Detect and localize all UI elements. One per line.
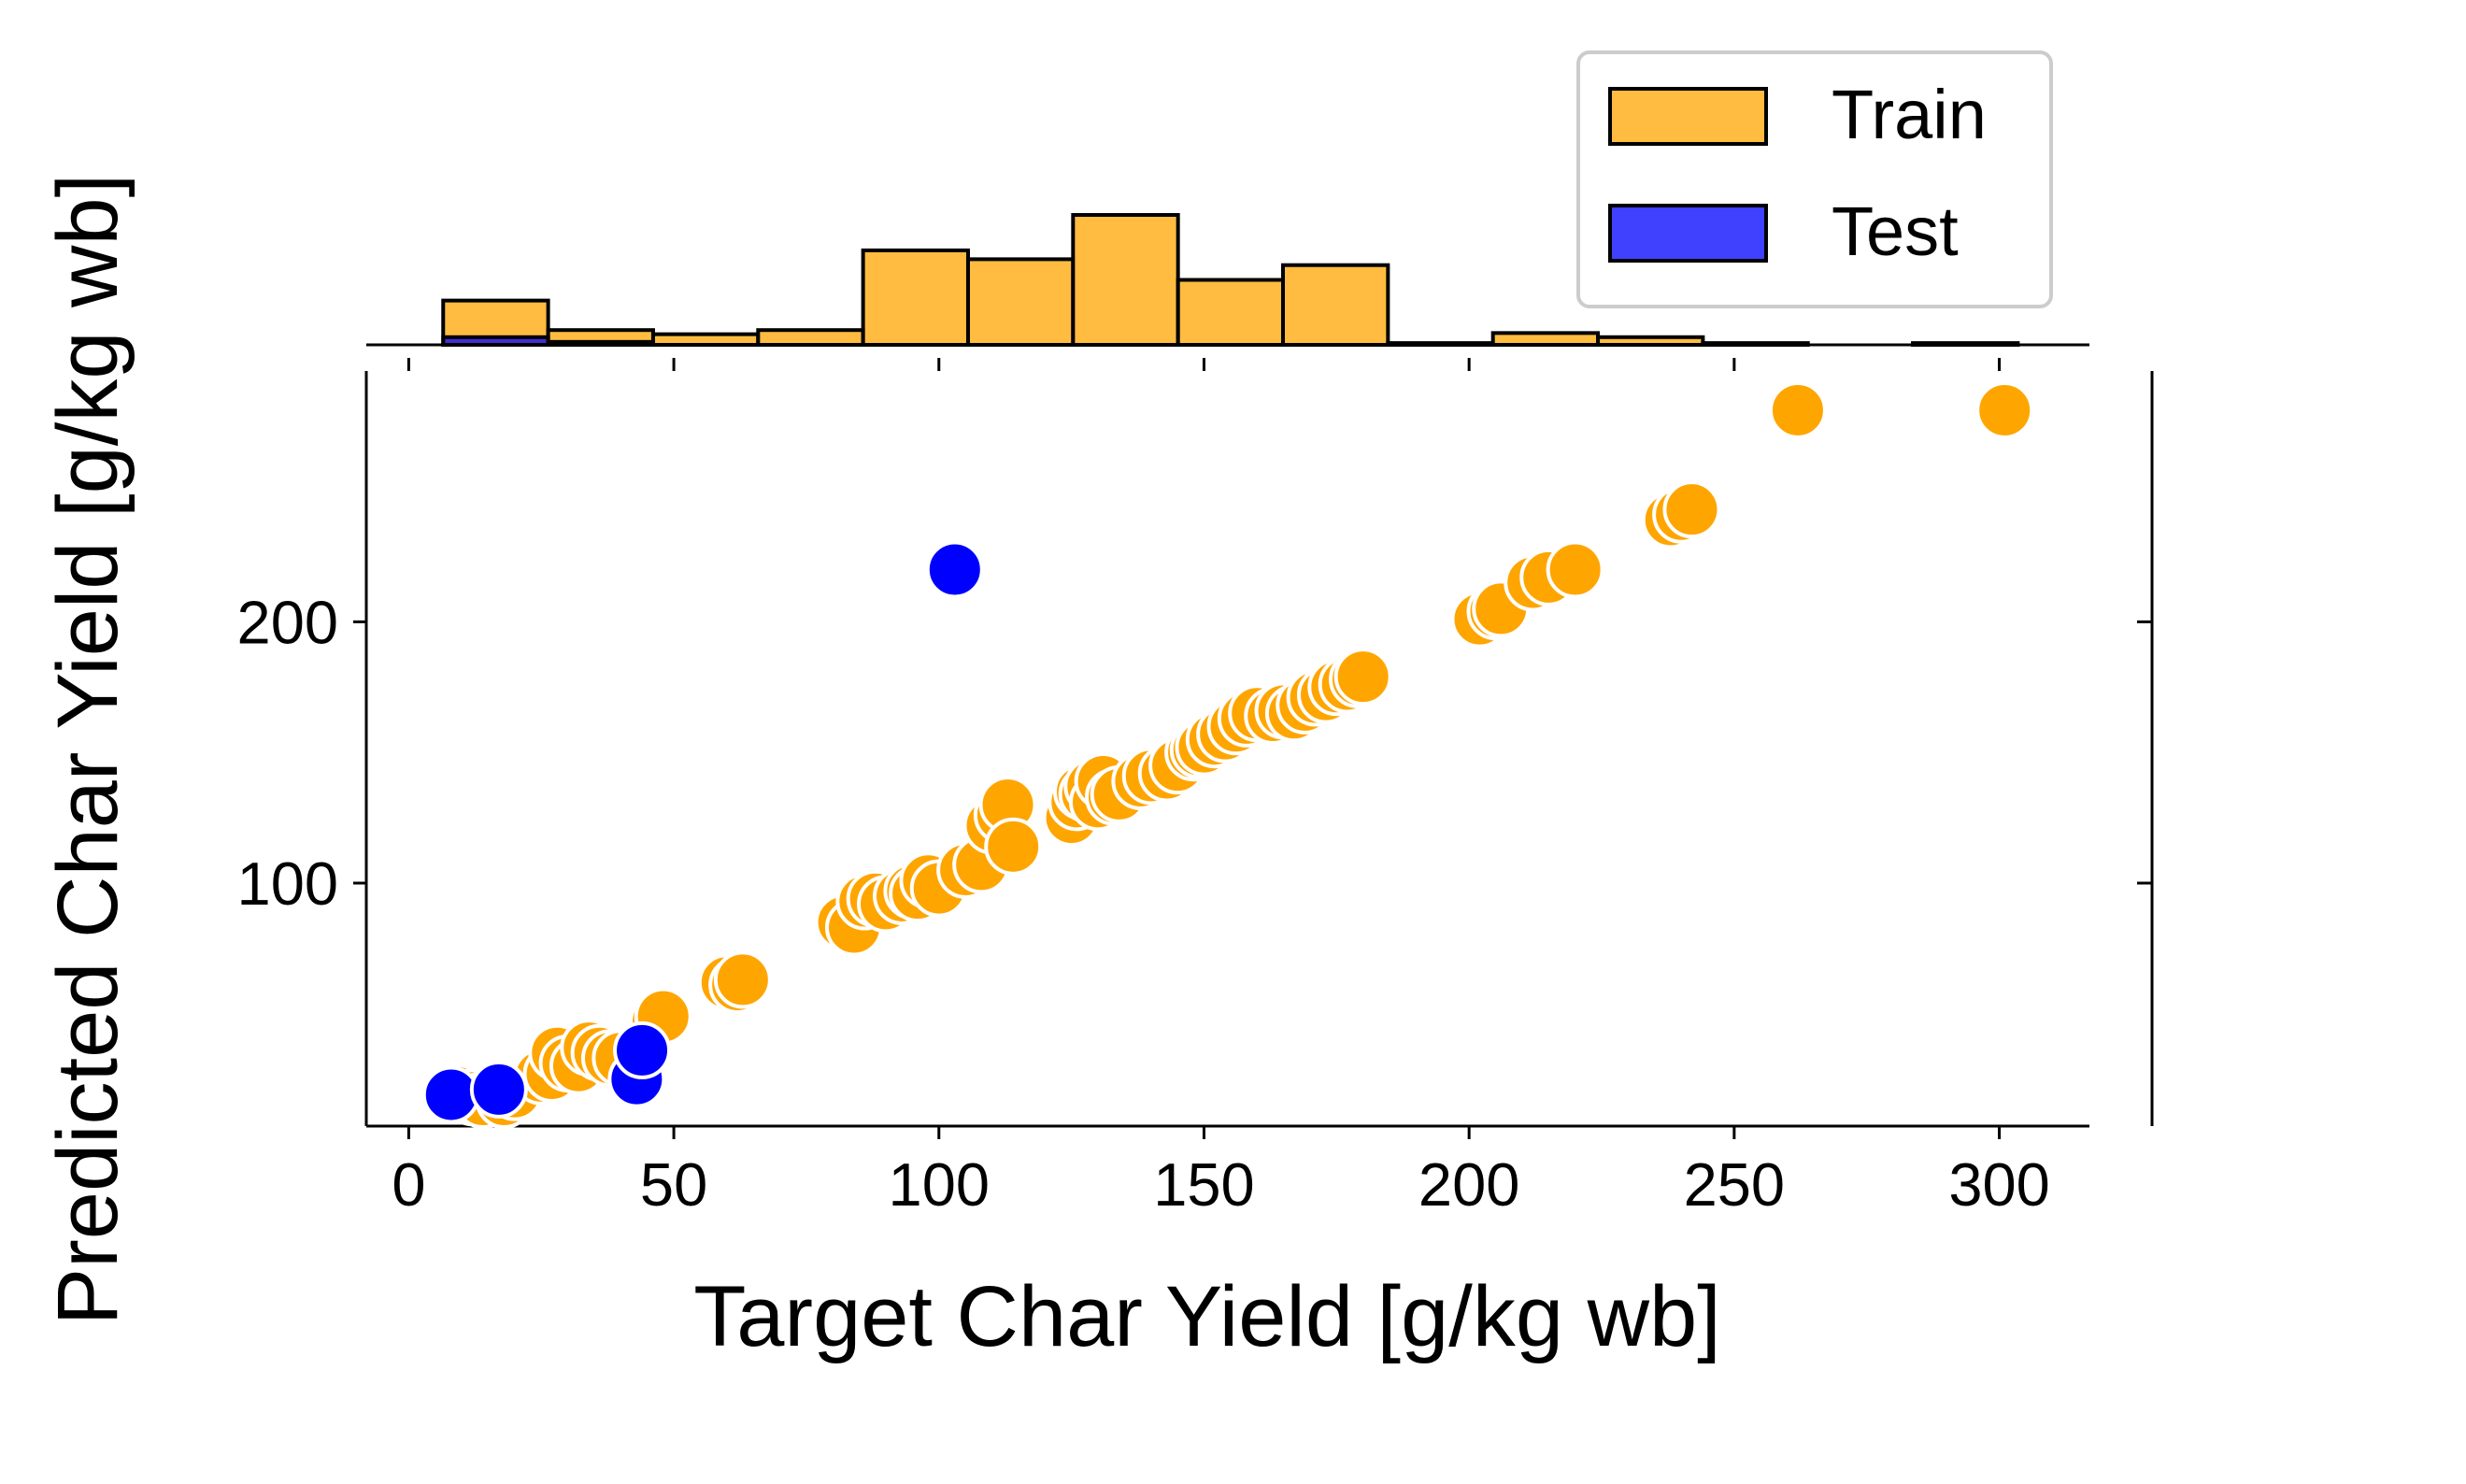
- train-point-71: [1546, 540, 1604, 599]
- legend-test-swatch: [1608, 204, 1768, 263]
- train-histogram-bar-5: [965, 257, 1076, 347]
- test-point-0: [421, 1065, 480, 1124]
- x-tick-label-3: 150: [1153, 1150, 1254, 1219]
- x-tick-label-6: 300: [1948, 1150, 2049, 1219]
- x-tick-label-0: 0: [392, 1150, 425, 1219]
- x-tick-label-5: 250: [1684, 1150, 1785, 1219]
- legend-test-label: Test: [1832, 193, 1959, 270]
- y-axis-label: Predicted Char Yield [g/kg wb]: [40, 174, 135, 1325]
- train-point-76: [1975, 380, 2034, 439]
- x-tick-label-2: 100: [889, 1150, 990, 1219]
- test-point-4: [925, 540, 984, 599]
- legend-train-swatch: [1608, 87, 1768, 146]
- x-tick-label-1: 50: [640, 1150, 707, 1219]
- scatter-axes: [364, 371, 2154, 1128]
- train-point-75: [1768, 380, 1827, 439]
- train-point-74: [1662, 480, 1721, 539]
- train-histogram-bar-2: [650, 332, 761, 347]
- scatter-points: [421, 380, 2034, 1130]
- test-point-1: [469, 1060, 528, 1119]
- y-ticks: 100 200: [237, 588, 2152, 918]
- train-histogram-bar-4: [861, 248, 970, 347]
- x-axis-label: Target Char Yield [g/kg wb]: [693, 1269, 1720, 1364]
- train-point-18: [713, 950, 772, 1009]
- y-tick-label-1: 200: [237, 588, 338, 656]
- test-point-3: [613, 1020, 672, 1079]
- train-point-65: [1333, 648, 1392, 706]
- train-histogram-bar-6: [1071, 213, 1180, 347]
- train-histogram-bar-10: [1490, 331, 1601, 348]
- legend: Train Test: [1576, 50, 2053, 308]
- y-tick-label-0: 100: [237, 849, 338, 918]
- train-histogram-bar-7: [1176, 278, 1286, 347]
- legend-train-label: Train: [1832, 76, 1987, 153]
- train-histogram-bar-3: [756, 328, 865, 348]
- x-ticks: 0 50 100 150 200 250 300: [392, 358, 2050, 1219]
- marginal-histogram: [441, 213, 2020, 348]
- train-point-34: [984, 817, 1043, 876]
- x-tick-label-4: 200: [1418, 1150, 1519, 1219]
- train-histogram-bar-8: [1281, 263, 1390, 348]
